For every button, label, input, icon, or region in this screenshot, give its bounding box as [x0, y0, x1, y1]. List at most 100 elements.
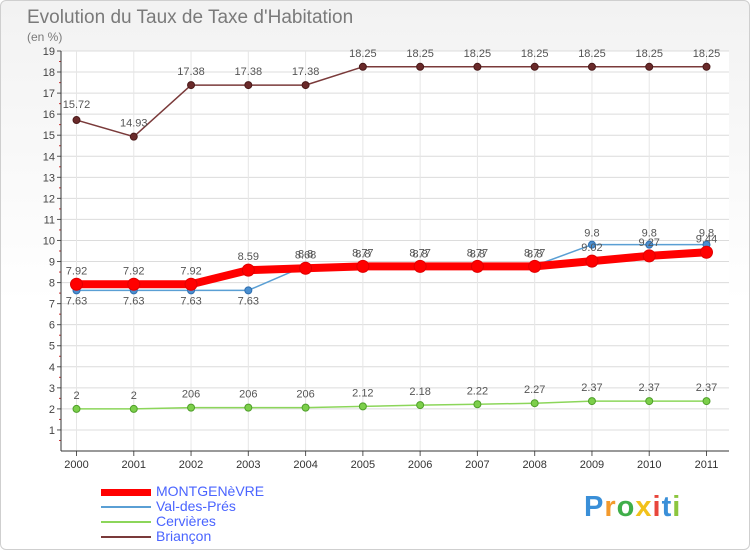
- series-line: [76, 66, 707, 138]
- y-tick-label: 4: [49, 362, 55, 374]
- data-label: 8.77: [352, 247, 373, 259]
- x-tick-label: 2002: [179, 459, 203, 471]
- data-point: [645, 62, 654, 71]
- data-point: [416, 62, 425, 71]
- data-point: [416, 401, 425, 410]
- data-point: [301, 81, 310, 90]
- data-point: [473, 62, 482, 71]
- data-label: 18.25: [578, 48, 606, 60]
- data-point: [587, 62, 596, 71]
- logo-letter: P: [584, 491, 605, 523]
- y-tick-label: 11: [44, 214, 55, 226]
- x-tick-label: 2000: [64, 459, 88, 471]
- data-point: [244, 81, 253, 90]
- data-point: [642, 249, 656, 263]
- data-label: 2: [131, 390, 137, 402]
- data-point: [244, 286, 253, 295]
- data-point: [187, 81, 196, 90]
- data-label: 7.63: [180, 295, 201, 307]
- chart-title: Evolution du Taux de Taxe d'Habitation: [27, 7, 354, 28]
- data-label: 8.8: [412, 249, 427, 261]
- data-label: 9.02: [581, 242, 602, 254]
- data-label: 7.63: [66, 295, 87, 307]
- data-label: 8.68: [295, 249, 316, 261]
- legend-label: Val-des-Prés: [156, 498, 236, 514]
- data-label: 9.27: [639, 237, 660, 249]
- data-point: [70, 277, 83, 291]
- data-point: [702, 62, 711, 71]
- y-tick-label: 19: [43, 46, 55, 58]
- data-label: 2.12: [352, 387, 373, 399]
- plot-area: [61, 51, 729, 451]
- data-label: 2: [73, 390, 79, 402]
- data-point: [530, 62, 539, 71]
- data-point: [301, 403, 310, 412]
- data-label: 2.27: [524, 384, 545, 396]
- data-point: [72, 404, 81, 413]
- data-point: [530, 399, 539, 408]
- y-tick-label: 18: [43, 67, 55, 79]
- y-tick-label: 15: [43, 130, 55, 142]
- x-tick-label: 2001: [122, 459, 146, 471]
- y-tick-label: 2: [49, 404, 55, 416]
- legend-swatch-briancon: [101, 536, 151, 538]
- data-point: [356, 259, 370, 273]
- data-point: [587, 397, 596, 406]
- data-label: 8.77: [524, 247, 545, 259]
- data-label: 7.92: [123, 265, 144, 277]
- data-label: 14.93: [120, 118, 148, 130]
- y-tick-label: 13: [43, 172, 55, 184]
- data-label: 7.63: [123, 295, 144, 307]
- data-point: [358, 62, 367, 71]
- data-label: 9.8: [642, 228, 657, 240]
- data-point: [299, 261, 313, 275]
- logo-letter: i: [652, 491, 662, 523]
- legend-swatch-montgenevre: [101, 489, 151, 496]
- data-label: 17.38: [292, 66, 320, 78]
- y-tick-label: 10: [43, 235, 55, 247]
- data-label: 2.18: [409, 386, 430, 398]
- data-point: [241, 263, 255, 277]
- data-label: 18.25: [635, 48, 663, 60]
- y-tick-label: 14: [43, 151, 55, 163]
- x-tick-label: 2010: [637, 459, 661, 471]
- data-label: 9.8: [699, 228, 714, 240]
- data-point: [187, 403, 196, 412]
- data-point: [473, 400, 482, 409]
- data-label: 18.25: [349, 48, 377, 60]
- data-label: 7.92: [66, 265, 87, 277]
- data-label: 2.37: [581, 382, 602, 394]
- x-tick-label: 2009: [580, 459, 604, 471]
- data-label: 8.8: [355, 249, 370, 261]
- data-label: 206: [239, 389, 257, 401]
- data-point: [358, 402, 367, 411]
- logo-letter: x: [635, 491, 653, 523]
- data-label: 8.8: [527, 249, 542, 261]
- data-label: 17.38: [177, 66, 205, 78]
- data-label: 7.63: [238, 295, 259, 307]
- data-point: [413, 259, 427, 273]
- data-label: 8.77: [467, 247, 488, 259]
- legend-label: MONTGENèVRE: [156, 483, 265, 499]
- proxiti-logo: Proxiti: [584, 491, 681, 524]
- logo-letter: o: [616, 491, 636, 523]
- data-label: 8.77: [409, 247, 430, 259]
- data-point: [129, 404, 138, 413]
- series-line: [76, 400, 707, 410]
- x-tick-label: 2008: [522, 459, 546, 471]
- y-tick-label: 12: [43, 193, 55, 205]
- data-label: 9.44: [696, 233, 717, 245]
- data-label: 18.25: [464, 48, 492, 60]
- data-label: 2.22: [467, 385, 488, 397]
- y-tick-label: 5: [49, 341, 55, 353]
- y-tick-label: 8: [49, 278, 55, 290]
- data-label: 17.38: [235, 66, 263, 78]
- data-label: 206: [182, 389, 200, 401]
- legend-label: Briançon: [156, 528, 212, 544]
- logo-letter: i: [672, 491, 682, 523]
- data-label: 9.8: [584, 228, 599, 240]
- data-label: 8.8: [298, 249, 313, 261]
- logo-letter: r: [604, 491, 617, 523]
- x-tick-label: 2006: [408, 459, 432, 471]
